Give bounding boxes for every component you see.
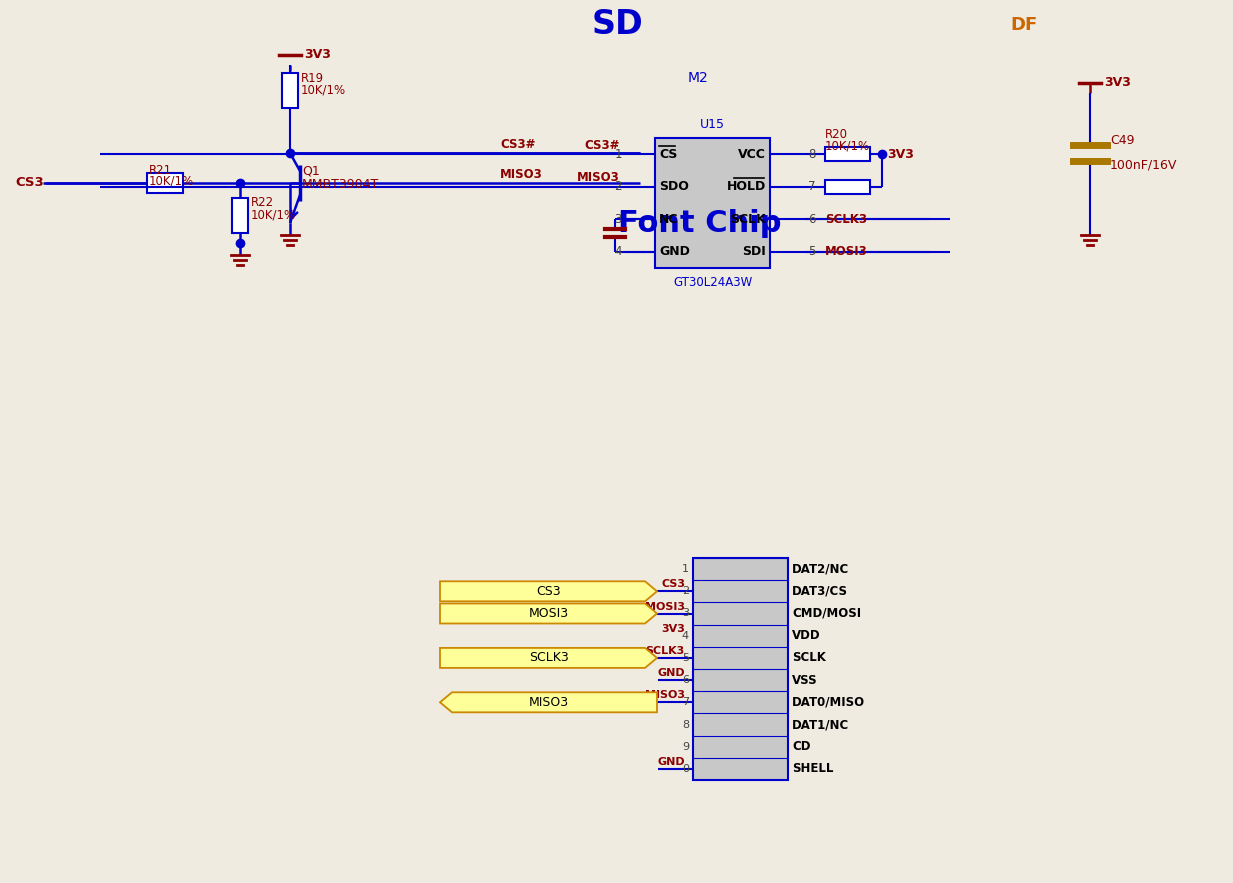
Text: SDI: SDI bbox=[742, 245, 766, 258]
Text: CS3#: CS3# bbox=[584, 139, 620, 152]
Text: U15: U15 bbox=[700, 117, 725, 131]
Text: 3V3: 3V3 bbox=[661, 623, 686, 634]
Text: SCLK: SCLK bbox=[792, 652, 826, 664]
Text: 2: 2 bbox=[614, 180, 621, 193]
Text: DAT3/CS: DAT3/CS bbox=[792, 585, 848, 598]
Polygon shape bbox=[440, 692, 657, 713]
Text: SCLK3: SCLK3 bbox=[825, 213, 867, 226]
Text: 6: 6 bbox=[808, 213, 815, 226]
Text: R20: R20 bbox=[825, 128, 848, 140]
Text: R19: R19 bbox=[301, 72, 324, 85]
Text: SHELL: SHELL bbox=[792, 762, 834, 775]
Text: DAT1/NC: DAT1/NC bbox=[792, 718, 850, 731]
Text: 9: 9 bbox=[682, 742, 689, 751]
Text: 4: 4 bbox=[682, 630, 689, 641]
Bar bbox=[655, 138, 769, 268]
Text: CS3: CS3 bbox=[661, 579, 686, 589]
Text: CS3: CS3 bbox=[536, 585, 561, 598]
Text: CD: CD bbox=[792, 740, 810, 753]
Text: 10K/1%: 10K/1% bbox=[252, 208, 296, 222]
Text: SDO: SDO bbox=[658, 180, 689, 193]
Polygon shape bbox=[440, 603, 657, 623]
Text: CMD/MOSI: CMD/MOSI bbox=[792, 607, 861, 620]
Bar bbox=[147, 173, 182, 193]
Text: DAT0/MISO: DAT0/MISO bbox=[792, 696, 866, 709]
Text: MISO3: MISO3 bbox=[529, 696, 568, 709]
Text: VCC: VCC bbox=[739, 147, 766, 161]
Text: MISO3: MISO3 bbox=[645, 691, 686, 700]
Text: 5: 5 bbox=[682, 653, 689, 663]
Text: 10K/1%: 10K/1% bbox=[825, 140, 870, 153]
Text: 10K/1%: 10K/1% bbox=[301, 84, 346, 96]
Text: MMBT3904T: MMBT3904T bbox=[302, 178, 380, 192]
Text: M2: M2 bbox=[688, 71, 709, 85]
Text: 8: 8 bbox=[682, 720, 689, 729]
Text: GT30L24A3W: GT30L24A3W bbox=[673, 275, 752, 289]
Text: 100nF/16V: 100nF/16V bbox=[1110, 159, 1178, 171]
Text: 1: 1 bbox=[682, 564, 689, 574]
Text: 0: 0 bbox=[682, 764, 689, 774]
Text: C49: C49 bbox=[1110, 134, 1134, 147]
Text: 10K/1%: 10K/1% bbox=[149, 175, 194, 187]
Text: 5: 5 bbox=[808, 245, 815, 258]
Text: NC: NC bbox=[658, 213, 678, 226]
Text: MOSI3: MOSI3 bbox=[825, 245, 868, 258]
Bar bbox=[693, 558, 788, 780]
Text: HOLD: HOLD bbox=[726, 180, 766, 193]
Text: R21: R21 bbox=[149, 163, 173, 177]
Polygon shape bbox=[440, 648, 657, 668]
Bar bbox=[825, 180, 870, 193]
Bar bbox=[282, 73, 298, 108]
Text: DAT2/NC: DAT2/NC bbox=[792, 562, 850, 576]
Text: MISO3: MISO3 bbox=[501, 169, 543, 182]
Text: MISO3: MISO3 bbox=[577, 171, 620, 185]
Text: 6: 6 bbox=[682, 675, 689, 685]
Text: 3V3: 3V3 bbox=[305, 49, 330, 62]
Text: 3V3: 3V3 bbox=[1104, 77, 1131, 89]
Bar bbox=[825, 147, 870, 162]
Text: 3: 3 bbox=[682, 608, 689, 618]
Text: SD: SD bbox=[591, 9, 642, 42]
Text: 8: 8 bbox=[808, 147, 815, 161]
Text: SCLK3: SCLK3 bbox=[646, 645, 686, 656]
Text: 2: 2 bbox=[682, 586, 689, 596]
Text: GND: GND bbox=[658, 245, 690, 258]
Text: 7: 7 bbox=[808, 180, 815, 193]
Text: VSS: VSS bbox=[792, 674, 817, 687]
Text: R22: R22 bbox=[252, 197, 274, 209]
Text: CS3: CS3 bbox=[15, 177, 43, 190]
Text: 1: 1 bbox=[614, 147, 621, 161]
Text: GND: GND bbox=[657, 668, 686, 678]
Text: Q1: Q1 bbox=[302, 164, 319, 177]
Polygon shape bbox=[440, 581, 657, 601]
Text: CS3#: CS3# bbox=[501, 139, 535, 152]
Text: GND: GND bbox=[657, 757, 686, 767]
Text: Font Chip: Font Chip bbox=[618, 208, 782, 238]
Bar bbox=[232, 198, 248, 233]
Text: MOSI3: MOSI3 bbox=[529, 607, 568, 620]
Text: VDD: VDD bbox=[792, 630, 821, 642]
Text: SCLK3: SCLK3 bbox=[529, 652, 568, 664]
Text: MOSI3: MOSI3 bbox=[645, 601, 686, 612]
Text: 3: 3 bbox=[614, 213, 621, 226]
Text: SCLK: SCLK bbox=[730, 213, 766, 226]
Text: 7: 7 bbox=[682, 698, 689, 707]
Text: 3V3: 3V3 bbox=[887, 147, 914, 161]
Text: CS: CS bbox=[658, 147, 677, 161]
Text: DF: DF bbox=[1010, 16, 1037, 34]
Text: 4: 4 bbox=[614, 245, 621, 258]
